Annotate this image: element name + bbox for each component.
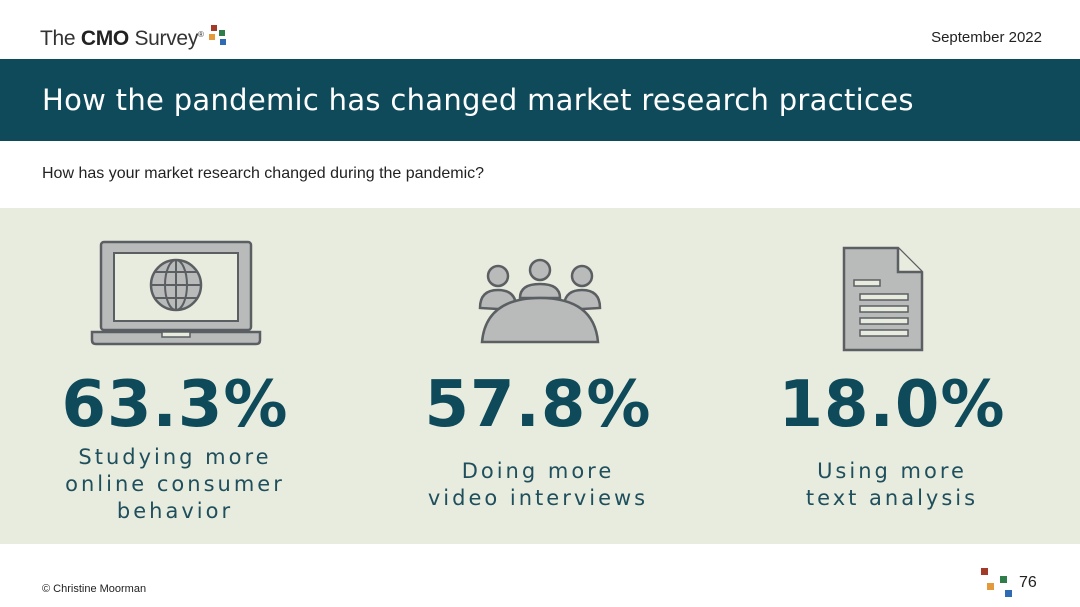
stats-panel: 63.3% Studying more online consumer beha… — [0, 208, 1080, 544]
stat-value: 63.3% — [61, 368, 289, 442]
stat-description: Studying more online consumer behavior — [65, 445, 285, 523]
stat-value: 57.8% — [424, 368, 652, 442]
stat-description: Doing more video interviews — [427, 459, 649, 510]
logo-dots-icon — [978, 566, 1018, 600]
page-number: 76 — [1019, 574, 1037, 591]
cmo-survey-logo: The CMO Survey® — [40, 20, 232, 50]
stat-description: Using more text analysis — [805, 459, 979, 510]
survey-question: How has your market research changed dur… — [42, 165, 485, 182]
laptop-globe-icon — [90, 240, 262, 351]
meeting-people-icon — [478, 258, 602, 351]
page-title: How the pandemic has changed market rese… — [42, 83, 914, 117]
document-icon — [842, 246, 924, 357]
logo-dots-icon — [206, 20, 232, 50]
report-date: September 2022 — [931, 29, 1042, 46]
logo-wordmark: The CMO Survey® — [40, 27, 204, 50]
copyright-credit: © Christine Moorman — [42, 583, 147, 595]
stat-value: 18.0% — [778, 368, 1006, 442]
title-banner: How the pandemic has changed market rese… — [0, 59, 1080, 141]
